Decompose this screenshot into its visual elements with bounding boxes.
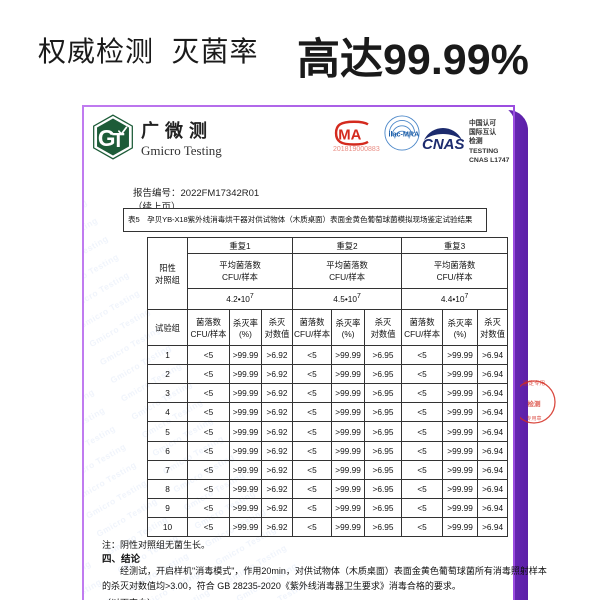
svg-text:MA: MA (338, 127, 361, 143)
svg-text:T: T (112, 130, 125, 152)
svg-text:ilac-MRA: ilac-MRA (389, 130, 420, 139)
svg-text:CNAS: CNAS (422, 136, 464, 150)
